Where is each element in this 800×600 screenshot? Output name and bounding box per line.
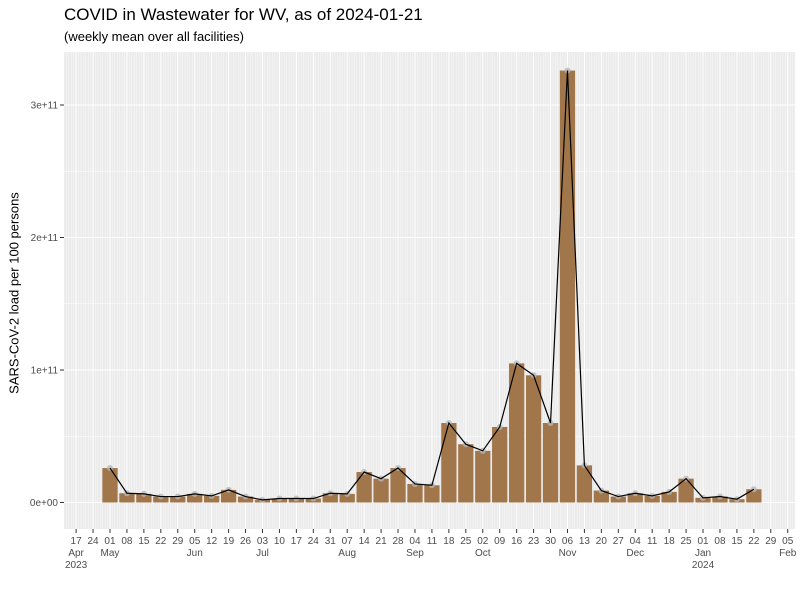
bar — [475, 450, 491, 503]
bar — [661, 491, 677, 503]
bar — [525, 375, 542, 503]
x-tick-label: 12 — [206, 536, 218, 547]
bar — [492, 426, 508, 503]
series-line — [109, 70, 755, 501]
x-tick-label: 28 — [392, 536, 404, 547]
data-point — [750, 486, 757, 493]
x-tick-label: 07 — [342, 536, 354, 547]
x-tick-month-label: Feb — [779, 548, 797, 559]
x-tick-label: 31 — [325, 536, 337, 547]
chart-title: COVID in Wastewater for WV, as of 2024-0… — [64, 5, 423, 24]
bar — [373, 478, 389, 503]
y-tick-label: 2e+11 — [31, 233, 59, 244]
x-tick-label: 25 — [681, 536, 693, 547]
y-tick-label: 1e+11 — [31, 366, 59, 377]
x-tick-month-label: Jul — [256, 548, 269, 559]
x-tick-month-label: Jun — [187, 548, 203, 559]
bar — [136, 493, 152, 503]
x-tick-label: 13 — [579, 536, 591, 547]
y-tick-label: 0e+00 — [30, 498, 59, 509]
x-tick-year-label: 2024 — [692, 560, 715, 571]
x-tick-label: 06 — [562, 536, 574, 547]
x-tick-label: 08 — [121, 536, 133, 547]
x-tick-label: 01 — [104, 536, 116, 547]
x-tick-label: 10 — [274, 536, 286, 547]
bar — [102, 468, 118, 503]
x-tick-label: 11 — [427, 536, 438, 547]
x-tick-month-label: May — [101, 548, 120, 559]
x-tick-label: 18 — [664, 536, 676, 547]
x-tick-label: 25 — [460, 536, 472, 547]
x-tick-month-label: Apr — [68, 548, 84, 559]
x-tick-label: 01 — [697, 536, 709, 547]
x-tick-month-label: Aug — [338, 548, 356, 559]
x-tick-label: 08 — [714, 536, 726, 547]
bar — [559, 70, 576, 503]
x-tick-label: 04 — [409, 536, 421, 547]
bar — [644, 495, 660, 503]
x-tick-label: 20 — [596, 536, 608, 547]
x-tick-label: 21 — [376, 536, 388, 547]
x-tick-label: 02 — [477, 536, 489, 547]
x-tick-label: 11 — [647, 536, 658, 547]
x-tick-label: 17 — [71, 536, 83, 547]
x-tick-label: 24 — [87, 536, 99, 547]
x-tick-label: 14 — [359, 536, 371, 547]
bar — [509, 363, 525, 503]
bar — [339, 493, 355, 503]
bar — [746, 489, 762, 503]
bar — [424, 485, 440, 503]
bar — [220, 489, 237, 503]
x-tick-label: 17 — [291, 536, 303, 547]
x-tick-label: 24 — [308, 536, 320, 547]
bar — [576, 465, 593, 503]
bar — [390, 468, 406, 503]
bar — [542, 423, 559, 503]
bar — [593, 490, 609, 503]
x-tick-label: 09 — [494, 536, 506, 547]
y-tick-label: 3e+11 — [31, 101, 59, 112]
x-tick-label: 23 — [528, 536, 540, 547]
x-tick-label: 18 — [443, 536, 455, 547]
x-tick-label: 05 — [782, 536, 794, 547]
x-tick-year-label: 2023 — [65, 560, 88, 571]
x-tick-label: 29 — [172, 536, 184, 547]
x-tick-label: 27 — [613, 536, 625, 547]
x-tick-label: 22 — [748, 536, 760, 547]
x-tick-label: 19 — [223, 536, 235, 547]
x-tick-label: 30 — [545, 536, 557, 547]
bar — [322, 493, 338, 503]
x-tick-month-label: Nov — [559, 548, 577, 559]
bar — [458, 444, 474, 503]
x-tick-label: 16 — [511, 536, 523, 547]
x-tick-month-label: Sep — [406, 548, 424, 559]
bar — [187, 493, 203, 503]
x-tick-month-label: Oct — [475, 548, 491, 559]
x-tick-label: 03 — [257, 536, 269, 547]
x-tick-month-label: Dec — [626, 548, 644, 559]
x-tick-label: 15 — [731, 536, 743, 547]
bar — [627, 493, 643, 503]
x-tick-label: 22 — [155, 536, 167, 547]
x-tick-label: 15 — [138, 536, 150, 547]
x-tick-label: 04 — [630, 536, 642, 547]
x-tick-label: 26 — [240, 536, 252, 547]
bar — [678, 478, 694, 503]
chart-subtitle: (weekly mean over all facilities) — [64, 29, 244, 44]
x-tick-label: 05 — [189, 536, 201, 547]
x-tick-label: 29 — [765, 536, 777, 547]
bar — [441, 423, 457, 503]
bar — [119, 493, 135, 503]
bar — [407, 483, 423, 503]
x-tick-month-label: Jan — [695, 548, 711, 559]
bar — [204, 495, 220, 503]
bar — [356, 472, 372, 503]
